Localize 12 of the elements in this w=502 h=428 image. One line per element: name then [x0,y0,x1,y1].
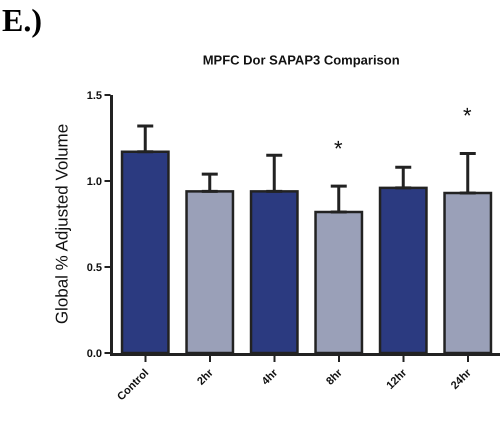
text: E.) [2,2,42,38]
y-tick-label: 0.0 [86,348,102,360]
y-tick-label: 1.5 [86,90,102,102]
annotation: * [463,103,472,128]
x-tick-label: 4hr [260,366,281,388]
annotation: * [334,136,343,161]
chart-title: MPFC Dor SAPAP3 Comparison [202,52,400,68]
x-tick-label: 2hr [195,366,216,388]
y-tick-label: 1.0 [86,176,102,188]
y-axis-title: Global % Adjusted Volume [52,124,72,324]
x-tick-label: 8hr [324,366,346,388]
y-tick-label: 0.5 [86,262,102,274]
